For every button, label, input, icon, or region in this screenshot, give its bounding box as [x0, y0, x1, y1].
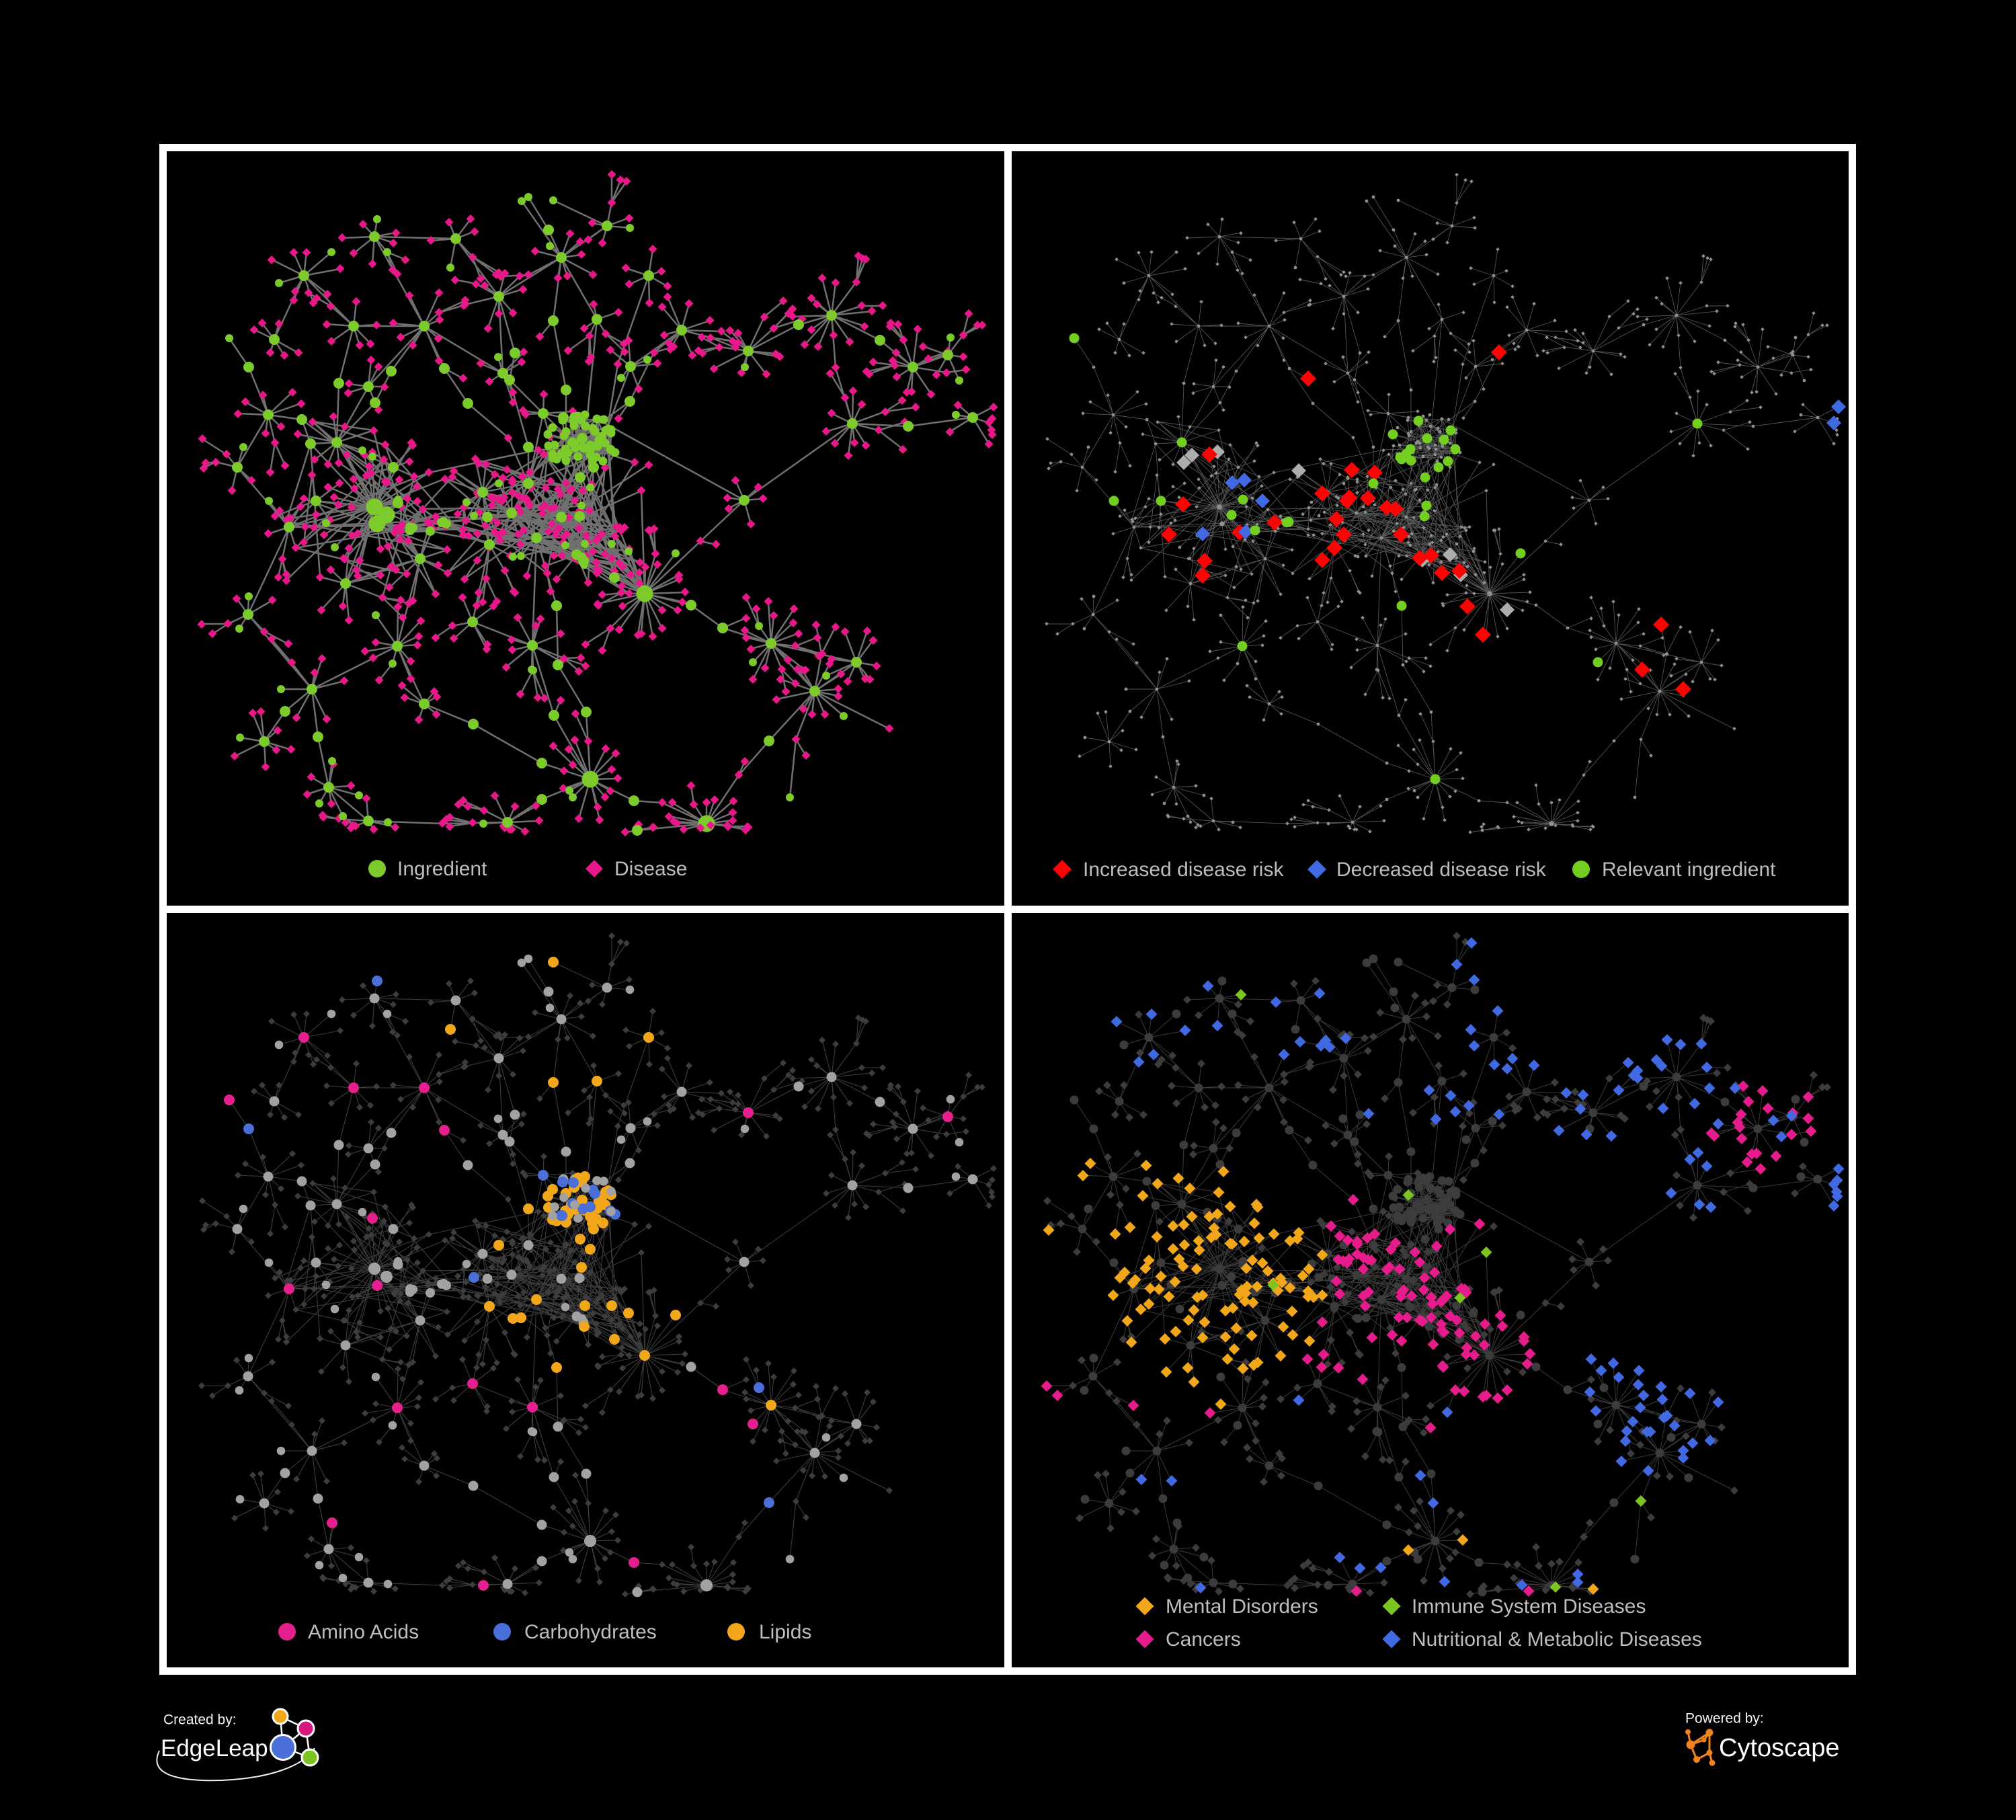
svg-text:EdgeLeap: EdgeLeap [161, 1735, 268, 1762]
svg-text:Nutritional & Metabolic Diseas: Nutritional & Metabolic Diseases [1412, 1628, 1702, 1651]
svg-text:Relevant ingredient: Relevant ingredient [1602, 859, 1776, 881]
svg-text:Ingredient: Ingredient [397, 858, 487, 880]
svg-text:Amino Acids: Amino Acids [308, 1621, 419, 1643]
svg-text:Cytoscape: Cytoscape [1719, 1734, 1840, 1762]
svg-text:Disease: Disease [614, 858, 687, 880]
svg-text:Mental Disorders: Mental Disorders [1166, 1595, 1318, 1618]
svg-text:Carbohydrates: Carbohydrates [524, 1621, 657, 1643]
svg-text:Cancers: Cancers [1166, 1628, 1241, 1651]
svg-text:Powered by:: Powered by: [1685, 1711, 1764, 1727]
svg-text:Lipids: Lipids [759, 1621, 811, 1643]
svg-text:Created by:: Created by: [163, 1712, 237, 1728]
svg-text:Increased disease risk: Increased disease risk [1083, 859, 1284, 881]
svg-text:Decreased disease risk: Decreased disease risk [1336, 859, 1547, 881]
svg-text:Immune System Diseases: Immune System Diseases [1412, 1595, 1646, 1618]
